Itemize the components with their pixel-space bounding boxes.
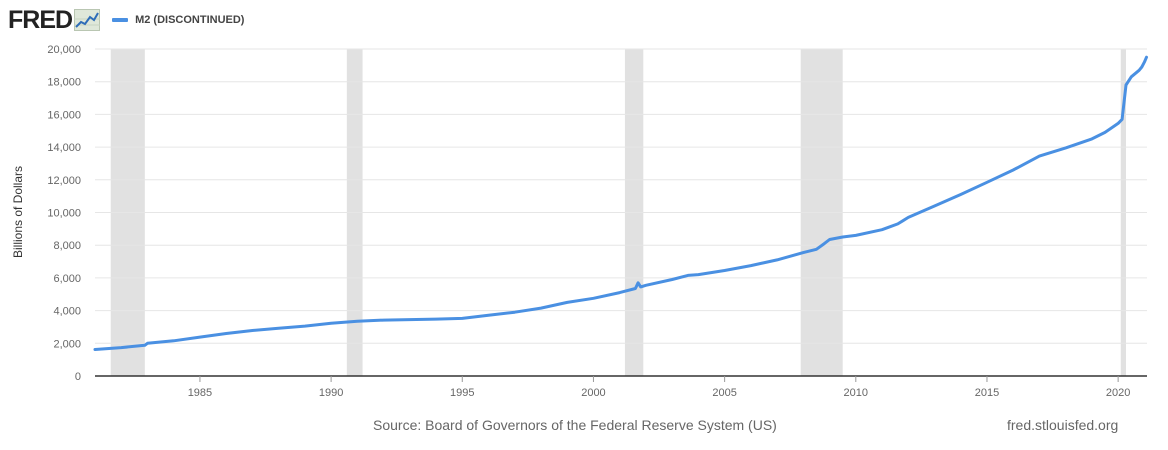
y-tick-label: 6,000 xyxy=(53,273,81,285)
source-note: Source: Board of Governors of the Federa… xyxy=(373,417,777,433)
y-tick-label: 12,000 xyxy=(47,175,81,187)
y-tick-label: 8,000 xyxy=(53,240,81,252)
y-axis-label: Billions of Dollars xyxy=(11,166,25,258)
x-tick-label: 2020 xyxy=(1106,387,1130,399)
series-lines xyxy=(93,55,1148,351)
y-tick-label: 18,000 xyxy=(47,77,81,89)
x-tick-label: 2000 xyxy=(581,387,605,399)
y-tick-label: 2,000 xyxy=(53,338,81,350)
chart-header: FRED M2 (DISCONTINUED) xyxy=(8,6,244,34)
x-tick-label: 1995 xyxy=(450,387,474,399)
fred-line-graph-icon xyxy=(74,9,101,31)
legend-swatch xyxy=(112,18,129,22)
x-tick-label: 1990 xyxy=(319,387,343,399)
legend: M2 (DISCONTINUED) xyxy=(112,14,244,26)
gridlines xyxy=(95,48,1147,344)
y-tick-label: 16,000 xyxy=(47,109,81,121)
y-tick-label: 0 xyxy=(75,371,81,383)
fred-logo[interactable]: FRED xyxy=(8,6,73,34)
x-tick-label: 2010 xyxy=(844,387,868,399)
x-tick-label: 2015 xyxy=(975,387,999,399)
series-line-m2 xyxy=(93,55,1148,351)
x-tick-label: 2005 xyxy=(712,387,736,399)
site-link[interactable]: fred.stlouisfed.org xyxy=(1007,417,1119,433)
x-tick-label: 1985 xyxy=(188,387,212,399)
y-tick-label: 10,000 xyxy=(47,208,81,220)
y-tick-label: 14,000 xyxy=(47,142,81,154)
legend-series-label[interactable]: M2 (DISCONTINUED) xyxy=(135,14,245,26)
y-tick-label: 20,000 xyxy=(47,44,81,56)
line-chart: 0 2,000 4,000 6,000 8,000 10,000 12,000 14,000 1… xyxy=(11,44,1148,399)
y-tick-label: 4,000 xyxy=(53,306,81,318)
axes: 0 2,000 4,000 6,000 8,000 10,000 12,000 14,000 1… xyxy=(47,44,1147,399)
